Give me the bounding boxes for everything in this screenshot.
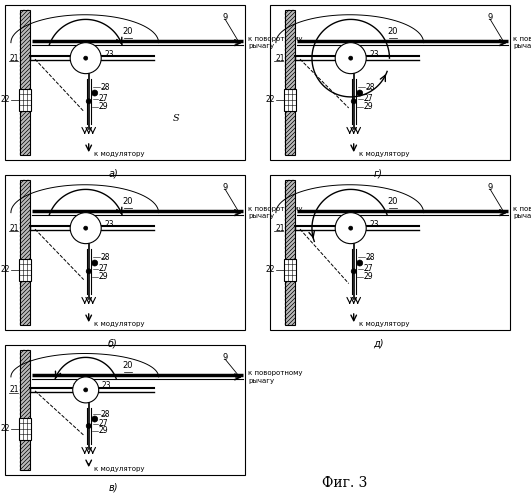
Circle shape [92,90,98,96]
Bar [5,345,245,475]
Text: 20: 20 [387,196,398,205]
Text: 30: 30 [73,384,83,392]
Text: 27: 27 [99,94,108,103]
Bar [20,350,30,470]
Bar [19,88,31,110]
Text: к модулятору: к модулятору [93,151,144,157]
Text: 20: 20 [122,361,133,370]
Text: 23: 23 [104,220,114,228]
Text: 27: 27 [99,419,108,428]
Text: к поворотному
рычагу: к поворотному рычагу [248,206,303,220]
Bar [270,175,510,330]
Circle shape [357,260,363,266]
Text: 21: 21 [10,224,20,232]
Text: 9: 9 [222,13,228,22]
Text: 28: 28 [101,83,110,92]
Text: 29: 29 [99,272,108,281]
Circle shape [357,90,363,96]
Circle shape [335,212,366,244]
Circle shape [84,226,88,230]
Text: 23: 23 [369,50,379,58]
Circle shape [351,99,356,104]
Text: 27: 27 [99,264,108,273]
Bar [285,180,295,325]
Circle shape [70,212,101,244]
Text: к модулятору: к модулятору [93,321,144,327]
Circle shape [92,260,98,266]
Text: 29: 29 [364,102,373,112]
Text: 29: 29 [364,272,373,281]
Text: 23: 23 [369,220,379,228]
Bar [20,10,30,155]
Text: 20: 20 [122,26,133,36]
Text: 28: 28 [101,410,110,419]
Text: 22: 22 [1,424,10,434]
Circle shape [70,42,101,74]
Text: 22: 22 [1,265,10,274]
Bar [284,88,296,110]
Text: 9: 9 [222,353,228,362]
Circle shape [86,424,91,428]
Text: 20: 20 [122,196,133,205]
Bar [270,5,510,160]
Circle shape [349,56,353,60]
Text: S: S [173,114,179,123]
Text: 22: 22 [266,265,275,274]
Text: б): б) [108,338,118,348]
Text: 20: 20 [387,26,398,36]
Circle shape [86,269,91,274]
Text: 21: 21 [275,54,285,62]
Text: 23: 23 [104,50,114,58]
Text: в): в) [108,483,118,493]
Text: Фиг. 3: Фиг. 3 [322,476,368,490]
Text: 30: 30 [73,222,83,230]
Text: д): д) [373,338,383,348]
Text: 29: 29 [99,426,108,435]
Text: 28: 28 [366,83,375,92]
Text: 29: 29 [99,102,108,112]
Bar [284,258,296,280]
Text: к поворотному
рычагу: к поворотному рычагу [248,36,303,50]
Text: к поворотному
рычагу: к поворотному рычагу [248,370,303,384]
Text: 21: 21 [10,386,20,394]
Text: а): а) [108,168,118,178]
Bar [285,10,295,155]
Bar [5,5,245,160]
Text: 9: 9 [222,183,228,192]
Text: к модулятору: к модулятору [93,466,144,472]
Circle shape [84,388,88,392]
Text: 21: 21 [275,224,285,232]
Text: к модулятору: к модулятору [359,151,409,157]
Circle shape [92,416,98,422]
Circle shape [351,269,356,274]
Text: 30: 30 [73,52,83,60]
Circle shape [86,99,91,104]
Text: к поворотному
рычагу: к поворотному рычагу [513,36,531,50]
Circle shape [335,42,366,74]
Text: 27: 27 [364,94,373,103]
Text: к модулятору: к модулятору [359,321,409,327]
Text: 28: 28 [366,253,375,262]
Text: 9: 9 [487,183,493,192]
Text: 30: 30 [338,222,348,230]
Text: 23: 23 [102,382,112,390]
Bar [5,175,245,330]
Bar [20,180,30,325]
Text: 27: 27 [364,264,373,273]
Text: г): г) [374,168,382,178]
Text: 21: 21 [10,54,20,62]
Text: 22: 22 [1,95,10,104]
Text: 9: 9 [487,13,493,22]
Circle shape [349,226,353,230]
Bar [19,258,31,280]
Bar [19,418,31,440]
Circle shape [84,56,88,60]
Text: 30: 30 [338,52,348,60]
Circle shape [73,377,99,403]
Text: 28: 28 [101,253,110,262]
Text: 22: 22 [266,95,275,104]
Text: к поворотному
рычагу: к поворотному рычагу [513,206,531,220]
